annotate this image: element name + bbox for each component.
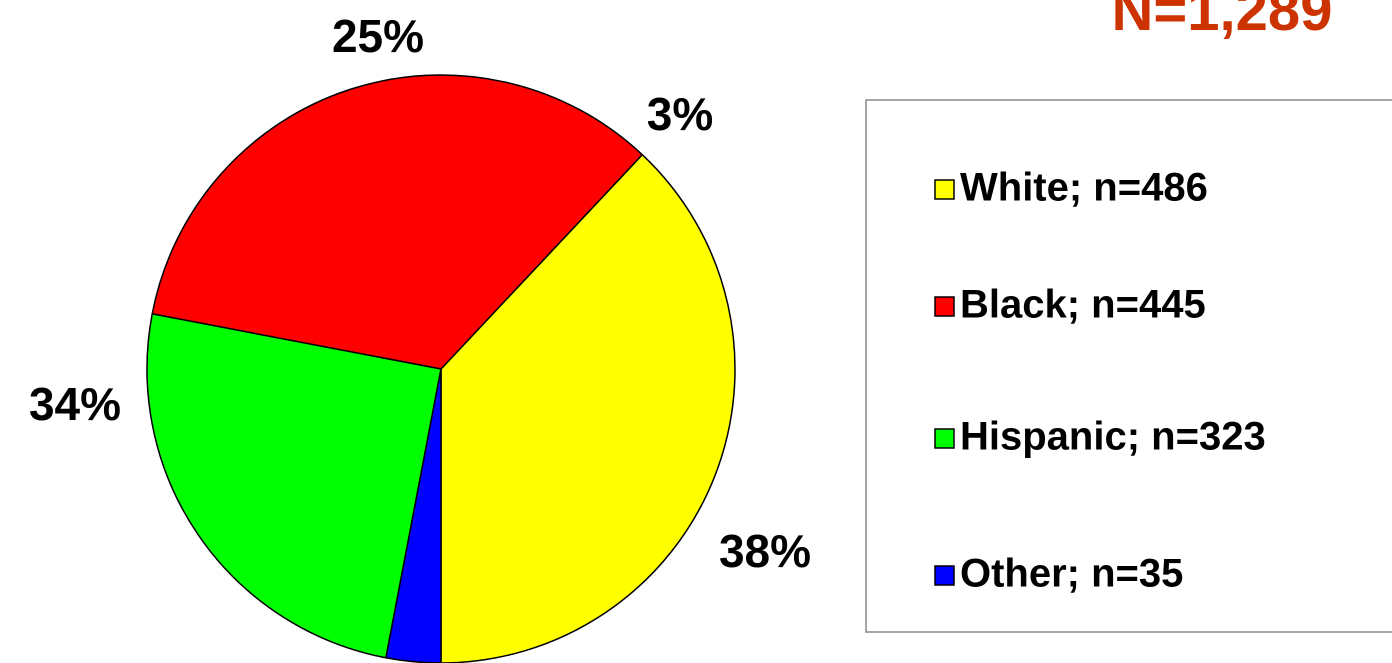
chart-title: N=1,289 (1112, 0, 1333, 43)
legend-swatch (934, 565, 955, 586)
legend-swatch (934, 428, 955, 449)
legend-label: White; n=486 (960, 166, 1208, 210)
pie-slice (440, 153, 736, 663)
pie-slice (146, 313, 442, 659)
legend-label: Black; n=445 (960, 283, 1206, 327)
legend-swatch (934, 179, 955, 200)
data-label: 3% (647, 88, 713, 140)
legend-swatch (934, 296, 955, 317)
legend-label: Hispanic; n=323 (960, 415, 1266, 459)
data-label: 38% (719, 525, 811, 577)
data-label: 25% (332, 10, 424, 62)
legend-label: Other; n=35 (960, 552, 1183, 596)
pie-slice (151, 74, 644, 370)
data-label: 34% (29, 378, 121, 430)
